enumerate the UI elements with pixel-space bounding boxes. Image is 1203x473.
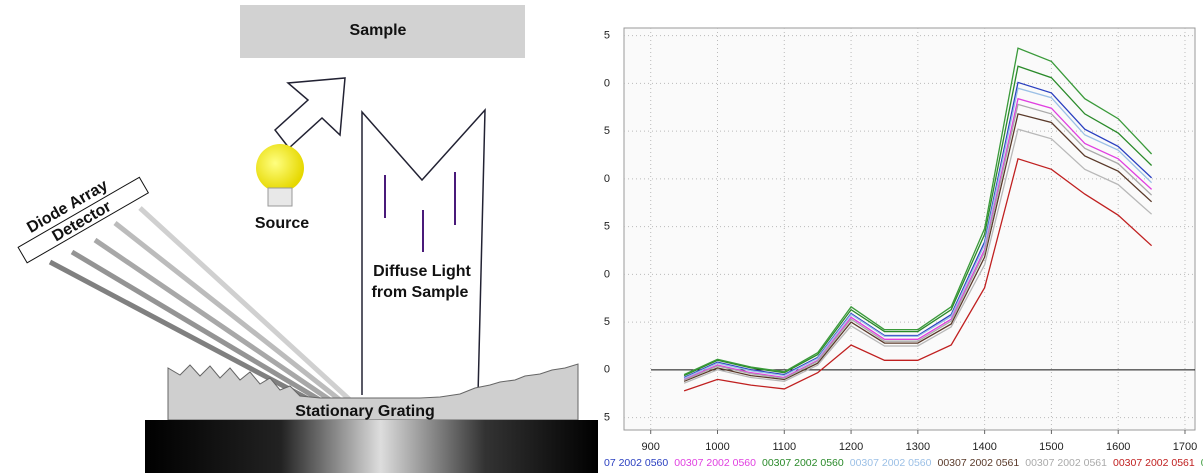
y-tick-label: 5 (604, 221, 610, 233)
y-tick-label: 0 (604, 364, 610, 376)
x-tick-label: 1400 (972, 441, 996, 453)
diffuse-label: from Sample (372, 284, 469, 301)
y-tick-label: 0 (604, 173, 610, 185)
legend-entry: 00307 2002 0561 (1113, 457, 1195, 469)
spectrum-line (683, 157, 1153, 392)
x-tick-label: 1500 (1039, 441, 1063, 453)
y-tick-label: 5 (604, 411, 610, 423)
diagram: Sample Source Diffuse Light from Sample … (17, 5, 598, 473)
y-tick-label: 0 (604, 268, 610, 280)
x-tick-label: 900 (642, 441, 660, 453)
x-tick-label: 1700 (1173, 441, 1197, 453)
diffuse-label: Diffuse Light (373, 263, 471, 280)
legend-entry: 07 2002 0560 (604, 457, 668, 469)
grating-base (145, 420, 598, 473)
legend-entry: 00307 2002 0561 (1201, 457, 1203, 469)
sample-box (240, 5, 525, 58)
x-tick-label: 1200 (839, 441, 863, 453)
y-tick-label: 0 (604, 77, 610, 89)
spectrum-line (683, 103, 1153, 381)
legend-entry: 00307 2002 0560 (762, 457, 844, 469)
y-tick-label: 5 (604, 316, 610, 328)
rays (48, 206, 352, 403)
source-arrow (273, 77, 346, 150)
light-arrows (384, 172, 456, 252)
spectrum-line (683, 128, 1153, 384)
x-tick-label: 1100 (772, 441, 796, 453)
diffuse-outline (361, 107, 486, 396)
spectrum-line (683, 81, 1153, 379)
y-tick-label: 5 (604, 30, 610, 42)
legend-entry: 00307 2002 0561 (1025, 457, 1107, 469)
legend-entry: 00307 2002 0560 (674, 457, 756, 469)
legend-entry: 00307 2002 0561 (937, 457, 1019, 469)
x-tick-label: 1600 (1106, 441, 1130, 453)
x-tick-label: 1300 (906, 441, 930, 453)
bulb-base (267, 187, 293, 207)
chart: 5 0 5 0 5 0 5 0 5 900 1000 1100 1200 1300 1400 1500 1600… (604, 27, 1203, 469)
spectrum-line (683, 47, 1153, 376)
source-label: Source (255, 215, 309, 232)
grating (167, 363, 579, 421)
spectrum-line (683, 113, 1153, 382)
spectrum-line (683, 97, 1153, 380)
grating-label: Stationary Grating (295, 403, 435, 420)
y-tick-label: 5 (604, 125, 610, 137)
bulb (256, 144, 304, 192)
detector-box (17, 176, 150, 264)
spectrum-line (683, 87, 1153, 379)
x-tick-label: 1000 (705, 441, 729, 453)
sample-label: Sample (350, 22, 407, 39)
legend-entry: 00307 2002 0560 (850, 457, 932, 469)
spectrum-line (683, 65, 1153, 377)
detector: Diode Array Detector (17, 176, 150, 264)
